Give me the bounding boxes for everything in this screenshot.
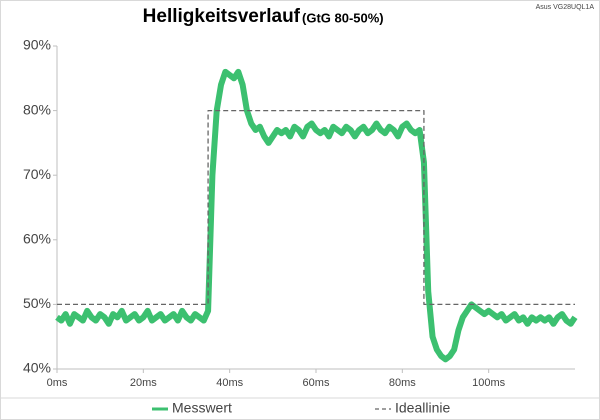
y-tick-label: 50% xyxy=(23,295,51,311)
x-tick-label: 0ms xyxy=(47,377,68,389)
y-tick-label: 90% xyxy=(23,37,51,53)
x-tick-label: 20ms xyxy=(130,377,157,389)
x-tick-label: 60ms xyxy=(303,377,330,389)
y-tick-label: 70% xyxy=(23,166,51,182)
y-tick-label: 60% xyxy=(23,231,51,247)
y-tick-label: 40% xyxy=(23,360,51,376)
x-tick-label: 80ms xyxy=(389,377,416,389)
chart-title: Helligkeitsverlauf xyxy=(143,6,301,27)
chart-subtitle: (GtG 80-50%) xyxy=(302,10,384,25)
data-line xyxy=(57,109,575,306)
x-tick-label: 100ms xyxy=(472,377,506,389)
annotation: Asus VG28UQL1A xyxy=(536,4,595,11)
x-tick-label: 40ms xyxy=(216,377,243,389)
data-line xyxy=(55,68,578,363)
legend-label: Messwert xyxy=(172,400,232,416)
legend-label: Ideallinie xyxy=(395,400,450,416)
y-tick-label: 80% xyxy=(23,101,51,117)
